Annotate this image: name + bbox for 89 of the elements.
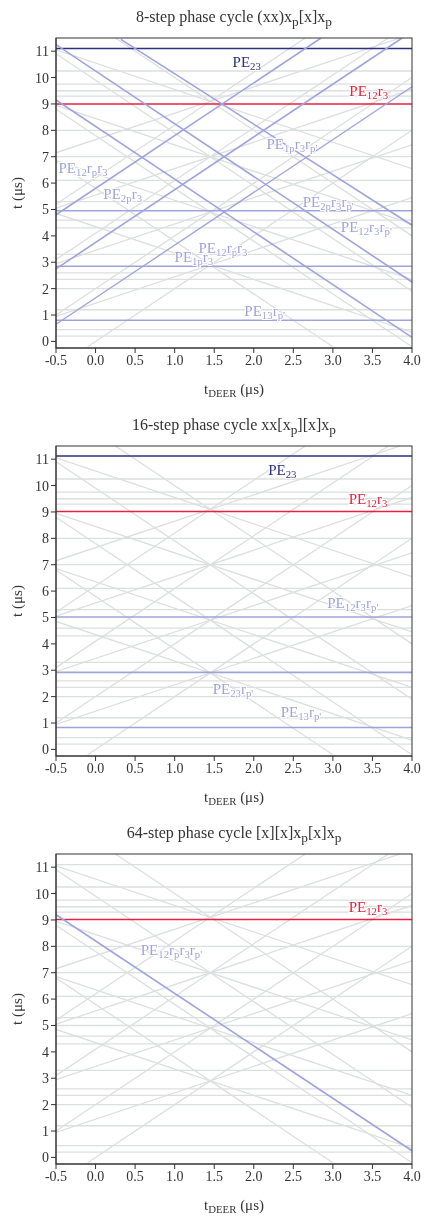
x-tick-label: 0.5 <box>126 760 144 776</box>
x-tick-label: 3.5 <box>363 352 382 368</box>
y-tick-label: 0 <box>42 742 49 758</box>
x-tick-label: 0.0 <box>86 760 105 776</box>
series-label: PE$_{12}$r$_{3}$r$_{p'}$ <box>340 219 392 237</box>
series-label: PE$_{12}$r$_{p}$r$_{3}$ <box>58 159 108 178</box>
x-axis-title: t$_{DEER}$ (μs) <box>204 789 264 807</box>
series-label: PE$_{23}$ <box>232 53 261 72</box>
y-tick-label: 8 <box>42 531 49 547</box>
chart-title: 16-step phase cycle xx[x$_{p}$][x]x$_{p}$ <box>131 416 337 440</box>
chart-title: 8-step phase cycle (xx)x$_{p}$[x]x$_{p}$ <box>135 8 333 32</box>
series-label: PE$_{23}$ <box>268 461 297 480</box>
x-tick-label: 1.0 <box>165 352 184 368</box>
y-tick-label: 10 <box>35 886 49 902</box>
y-tick-label: 4 <box>42 636 49 652</box>
x-tick-label: 2.0 <box>245 352 263 368</box>
y-tick-label: 3 <box>42 255 49 271</box>
series-label: PE$_{2p}$r$_{3}$ <box>103 185 143 204</box>
series-label: PE$_{13}$r$_{p'}$ <box>244 303 286 322</box>
x-axis-title: t$_{DEER}$ (μs) <box>204 381 264 399</box>
x-tick-label: 3.0 <box>324 352 342 368</box>
y-axis-title: t (μs) <box>9 585 26 617</box>
series-label: PE$_{12}$r$_{p}$r$_{3}$r$_{p'}$ <box>140 942 203 961</box>
y-tick-label: 5 <box>42 202 49 218</box>
x-tick-label: 1.0 <box>165 1168 184 1184</box>
y-tick-label: 0 <box>42 334 49 350</box>
y-tick-label: 2 <box>42 689 49 705</box>
y-tick-label: 9 <box>42 504 49 520</box>
y-tick-label: 7 <box>42 965 49 981</box>
y-tick-label: 1 <box>42 715 49 731</box>
y-tick-label: 1 <box>42 1123 49 1139</box>
x-tick-label: -0.5 <box>44 760 68 776</box>
x-tick-label: 2.0 <box>245 760 263 776</box>
y-tick-label: 6 <box>42 584 49 600</box>
series-label: PE$_{12}$r$_{3}$ <box>348 490 388 509</box>
series-label: PE$_{12}$r$_{3}$r$_{p'}$ <box>327 594 379 613</box>
x-tick-label: 2.5 <box>284 760 303 776</box>
y-tick-label: 5 <box>42 1018 49 1034</box>
x-tick-label: 3.0 <box>324 1168 342 1184</box>
x-tick-label: 2.5 <box>284 1168 303 1184</box>
y-tick-label: 9 <box>42 96 49 112</box>
series-label: PE$_{13}$r$_{p'}$ <box>280 703 322 722</box>
x-tick-label: 0.0 <box>86 352 105 368</box>
y-tick-label: 4 <box>42 228 49 244</box>
x-tick-label: 4.0 <box>403 760 421 776</box>
y-tick-label: 3 <box>42 663 49 679</box>
y-tick-label: 11 <box>35 44 49 60</box>
x-tick-label: -0.5 <box>44 352 68 368</box>
series-label: PE$_{2p}$r$_{3}$r$_{p'}$ <box>302 193 354 212</box>
y-tick-label: 6 <box>42 176 49 192</box>
x-tick-label: 2.5 <box>284 352 303 368</box>
y-tick-label: 8 <box>42 939 49 955</box>
x-tick-label: -0.5 <box>44 1168 68 1184</box>
y-tick-label: 3 <box>42 1071 49 1087</box>
series-label: PE$_{23}$r$_{p'}$ <box>212 680 254 699</box>
y-tick-label: 8 <box>42 123 49 139</box>
x-tick-label: 0.5 <box>126 352 144 368</box>
y-tick-label: 2 <box>42 1097 49 1113</box>
x-tick-label: 1.5 <box>205 760 223 776</box>
x-tick-label: 2.0 <box>245 1168 263 1184</box>
x-tick-label: 4.0 <box>403 352 421 368</box>
x-tick-label: 1.5 <box>205 1168 223 1184</box>
y-tick-label: 7 <box>42 557 49 573</box>
x-tick-label: 1.5 <box>205 352 223 368</box>
x-tick-label: 3.5 <box>363 760 382 776</box>
x-tick-label: 0.0 <box>86 1168 105 1184</box>
x-axis-title: t$_{DEER}$ (μs) <box>204 1197 264 1215</box>
x-tick-label: 3.5 <box>363 1168 382 1184</box>
y-tick-label: 11 <box>35 860 49 876</box>
y-tick-label: 11 <box>35 452 49 468</box>
series-label: PE$_{12}$r$_{3}$ <box>348 898 388 917</box>
y-tick-label: 10 <box>35 478 49 494</box>
y-tick-label: 10 <box>35 70 49 86</box>
y-tick-label: 5 <box>42 610 49 626</box>
y-tick-label: 2 <box>42 281 49 297</box>
y-tick-label: 7 <box>42 149 49 165</box>
x-tick-label: 1.0 <box>165 760 184 776</box>
series-label: PE$_{12}$r$_{3}$ <box>349 82 389 101</box>
y-axis-title: t (μs) <box>9 177 26 209</box>
y-tick-label: 6 <box>42 992 49 1008</box>
x-tick-label: 3.0 <box>324 760 342 776</box>
y-tick-label: 4 <box>42 1044 49 1060</box>
y-tick-label: 9 <box>42 912 49 928</box>
chart-title: 64-step phase cycle [x][x]x$_{p}$[x]x$_{p}$ <box>125 824 343 848</box>
y-tick-label: 1 <box>42 307 49 323</box>
x-tick-label: 4.0 <box>403 1168 421 1184</box>
y-tick-label: 0 <box>42 1150 49 1166</box>
y-axis-title: t (μs) <box>9 993 26 1025</box>
x-tick-label: 0.5 <box>126 1168 144 1184</box>
